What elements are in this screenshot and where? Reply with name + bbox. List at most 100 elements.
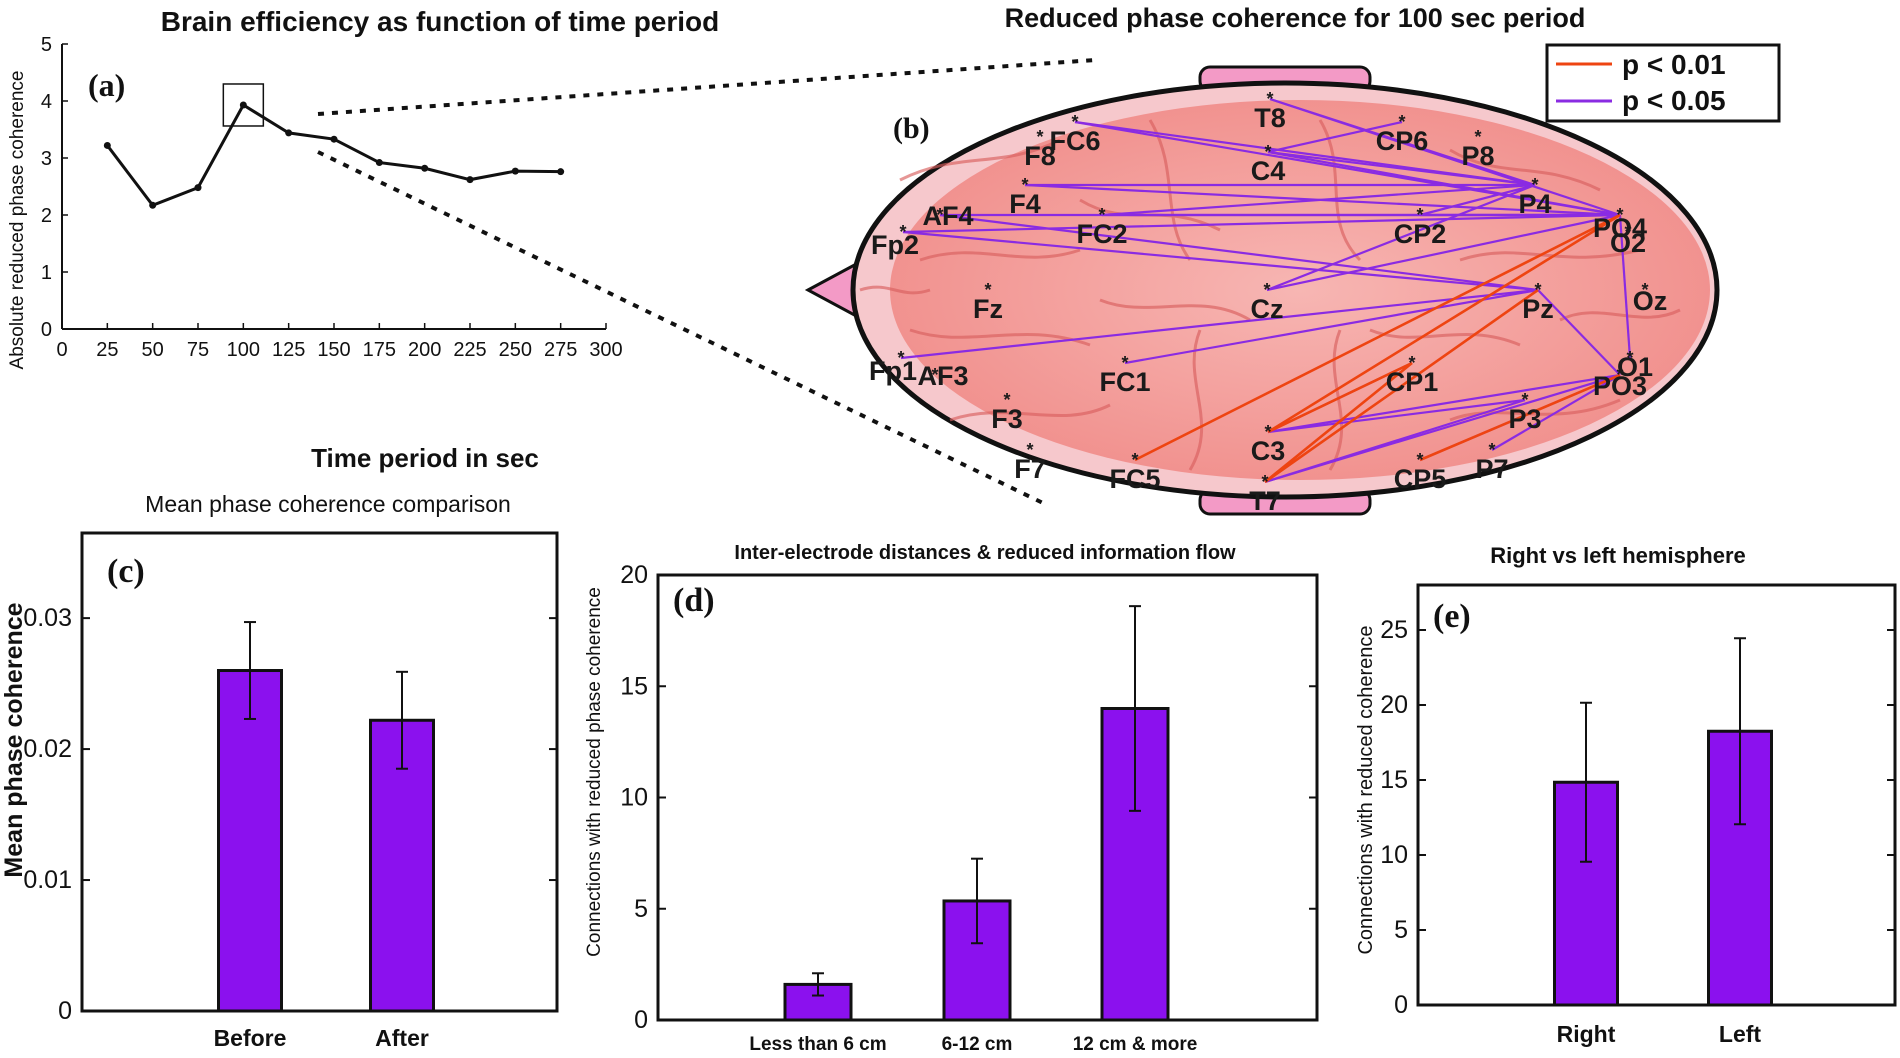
connection-p005 <box>1491 374 1621 451</box>
panel-c-axes: 0 0.01 0.02 0.03 Before After <box>23 531 559 1051</box>
panel-c-y-tick-label: 0.02 <box>23 735 72 763</box>
electrode-label-fc6: FC6 <box>1049 126 1100 156</box>
brain-sulcus <box>859 285 931 295</box>
panel-a-data-point <box>511 167 519 175</box>
panel-d-category-label: 6-12 cm <box>942 1034 1013 1055</box>
electrode-label-fp2: Fp2 <box>871 230 919 260</box>
electrode-marker: * <box>1264 142 1271 162</box>
panel-d-y-tick-label: 15 <box>620 672 648 700</box>
panel-e-label: (e) <box>1433 598 1471 635</box>
electrode-label-oz: Oz <box>1633 286 1668 316</box>
electrode-marker: * <box>1626 348 1633 368</box>
brain-sulcus <box>1369 328 1521 347</box>
panel-c-category-label: Before <box>214 1025 287 1051</box>
brain-sulcus <box>919 248 1081 262</box>
panel-c-title: Mean phase coherence comparison <box>145 491 511 517</box>
electrode-marker: * <box>1521 390 1528 410</box>
panel-a-y-tick-label: 1 <box>41 262 52 284</box>
electrode-marker: * <box>1131 450 1138 470</box>
connection-p001 <box>1419 373 1621 462</box>
panel-e-y-tick-label: 15 <box>1380 766 1408 794</box>
panel-a-x-tick-label: 100 <box>227 339 260 361</box>
electrode-label-t7: T7 <box>1249 486 1281 516</box>
connection-p005 <box>1267 398 1526 434</box>
connection-p005 <box>1419 183 1536 217</box>
panel-a-x-tick-label: 250 <box>499 339 532 361</box>
connection-p001 <box>1267 361 1413 434</box>
connection-p005 <box>1267 373 1621 434</box>
electrode-marker: * <box>1474 127 1481 147</box>
brain-sulcus <box>1559 308 1681 322</box>
electrode-label-fc2: FC2 <box>1076 219 1127 249</box>
panel-d-bars <box>783 605 1170 1022</box>
connection-p005 <box>900 288 1539 360</box>
brain-sulcus <box>1099 298 1251 322</box>
connections <box>900 97 1632 484</box>
panel-a-y-tick-label: 4 <box>41 91 52 113</box>
electrode-label-p4: P4 <box>1518 189 1551 219</box>
panel-a-y-tick-label: 5 <box>41 34 52 56</box>
panel-a-x-tick-label: 75 <box>187 339 209 361</box>
panel-c-bar <box>217 669 283 1013</box>
panel-e-y-tick-label: 25 <box>1380 616 1408 644</box>
electrode-marker: * <box>1121 353 1128 373</box>
panel-a-x-tick-label: 50 <box>142 339 164 361</box>
electrode-marker: * <box>1531 175 1538 195</box>
panel-c-category-label: After <box>375 1025 429 1051</box>
panel-a-x-tick-label: 200 <box>408 339 441 361</box>
electrode-marker: * <box>1616 205 1623 225</box>
electrode-label-pz: Pz <box>1522 294 1554 324</box>
electrode-marker: * <box>1398 112 1405 132</box>
electrode-marker: * <box>1071 112 1078 132</box>
panel-c-label: (c) <box>107 553 145 590</box>
electrode-marker: * <box>1261 472 1268 492</box>
electrode-marker: * <box>1263 280 1270 300</box>
electrode-marker: * <box>1021 175 1028 195</box>
electrode-label-o2: O2 <box>1610 228 1646 258</box>
electrode-label-p3: P3 <box>1508 404 1541 434</box>
panel-a-data-point <box>149 201 157 209</box>
connection-p005 <box>1618 214 1632 359</box>
panel-e-bar-chart: Right vs left hemisphere 0 5 10 15 20 25 Right… <box>1355 543 1897 1047</box>
brain-sulcus <box>1188 329 1204 471</box>
panel-c-y-tick-label: 0.03 <box>23 604 72 632</box>
electrode-marker: * <box>1408 353 1415 373</box>
panel-a-y-tick-label: 0 <box>41 319 52 341</box>
legend-box <box>1545 43 1781 123</box>
panel-d-title: Inter-electrode distances & reduced info… <box>734 542 1236 564</box>
panel-c-bar-chart: Mean phase coherence comparison 0 0.01 0.0… <box>0 491 559 1051</box>
panel-d-label: (d) <box>673 582 715 619</box>
panel-e-title: Right vs left hemisphere <box>1490 543 1746 568</box>
zoom-line-bottom <box>317 150 1046 506</box>
panel-c-y-axis-label: Mean phase coherence <box>0 602 28 877</box>
panel-c-bars <box>217 621 435 1013</box>
connection-p001 <box>1264 288 1539 484</box>
brain-sulcus <box>909 328 1091 347</box>
brain-sulcus <box>1328 329 1344 471</box>
panel-e-y-tick-label: 5 <box>1394 916 1408 944</box>
panel-a-data-point <box>375 159 383 167</box>
electrode-marker: * <box>1534 280 1541 300</box>
panel-a-x-tick-label: 125 <box>272 339 305 361</box>
connection-p005 <box>1264 398 1526 484</box>
panel-d-bar-chart: Inter-electrode distances & reduced info… <box>584 542 1319 1055</box>
electrode-label-cp5: CP5 <box>1394 464 1447 494</box>
panel-a-x-tick-label: 300 <box>589 339 622 361</box>
electrode-label-f3: F3 <box>991 404 1023 434</box>
connection-p005 <box>1269 97 1621 217</box>
panel-e-bars <box>1553 637 1773 1007</box>
panel-b-title: Reduced phase coherence for 100 sec peri… <box>1005 3 1586 33</box>
legend-label-p005: p < 0.05 <box>1622 85 1726 116</box>
electrode-label-p8: P8 <box>1461 141 1494 171</box>
panel-a-highlight-box <box>222 83 265 127</box>
connection-p005 <box>1124 288 1539 365</box>
electrode-label-f4: F4 <box>1009 189 1041 219</box>
electrode-marker: * <box>899 222 906 242</box>
electrode-label-cp2: CP2 <box>1394 219 1447 249</box>
panel-c-frame <box>80 531 559 1013</box>
electrode-label-af3: AF3 <box>917 361 968 391</box>
panel-a-x-axis-label: Time period in sec <box>311 443 539 473</box>
electrode-label-f7: F7 <box>1014 454 1046 484</box>
panel-e-y-tick-label: 0 <box>1394 991 1408 1019</box>
